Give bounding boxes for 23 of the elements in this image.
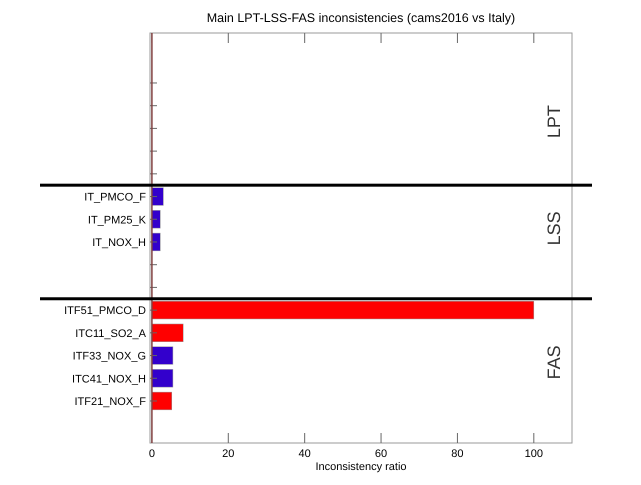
y-tick-label: ITF33_NOX_G	[72, 350, 146, 363]
annotation: LSS	[544, 211, 564, 246]
bar	[152, 392, 172, 410]
y-tick-label: ITC41_NOX_H	[72, 373, 146, 386]
annotation: FAS	[544, 345, 564, 380]
y-tick-label: IT_PM25_K	[88, 214, 147, 226]
x-tick-label: 80	[451, 448, 464, 460]
x-tick-label: 0	[148, 448, 155, 460]
y-tick-label: IT_NOX_H	[92, 236, 146, 249]
y-tick-label: ITF21_NOX_F	[74, 396, 146, 408]
x-tick-label: 20	[222, 448, 234, 460]
x-axis-title: Inconsistency ratio	[315, 461, 407, 473]
bar	[152, 346, 174, 365]
y-tick-label: ITF51_PMCO_D	[64, 305, 146, 318]
y-tick-label: IT_PMCO_F	[84, 192, 146, 204]
bar	[152, 369, 174, 388]
bar	[152, 324, 184, 342]
x-tick-label: 100	[524, 448, 543, 460]
y-tick-label: ITC11_SO2_A	[75, 328, 147, 340]
chart-title: Main LPT-LSS-FAS inconsistencies (cams2016 vs Italy)	[206, 11, 516, 25]
annotation: LPT	[544, 105, 564, 138]
x-tick-label: 60	[374, 448, 388, 460]
x-tick-label: 40	[298, 448, 311, 460]
